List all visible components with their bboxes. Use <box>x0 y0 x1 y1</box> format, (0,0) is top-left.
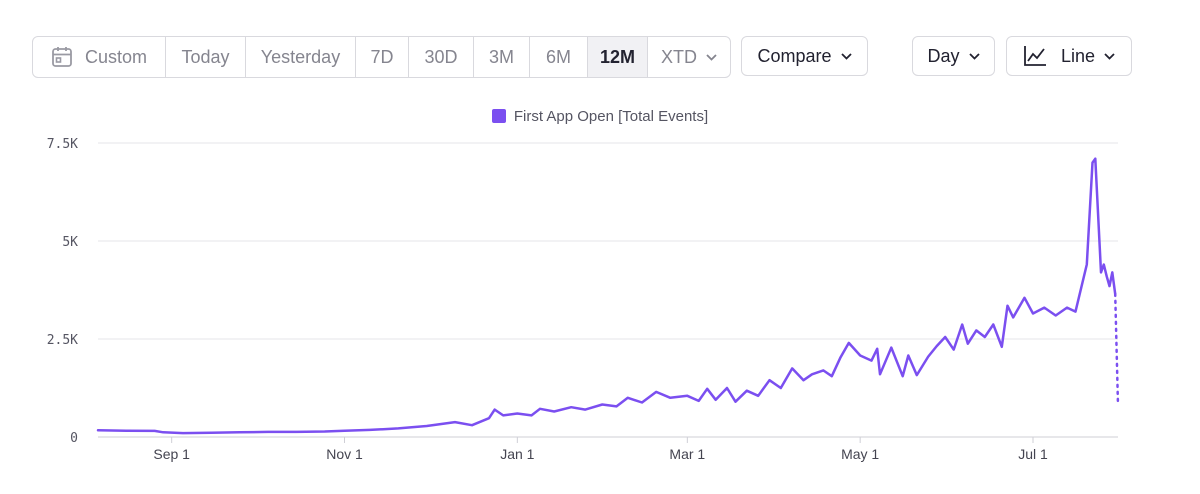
y-tick-label: 2.5K <box>47 333 78 348</box>
range-today-label: Today <box>181 46 230 67</box>
toolbar: Custom Today Yesterday 7D 30D 3M 6M 12M … <box>32 36 1132 78</box>
chevron-down-icon <box>1104 52 1115 60</box>
range-today-button[interactable]: Today <box>166 37 246 77</box>
range-7d-label: 7D <box>370 46 394 67</box>
chart-legend: First App Open [Total Events] <box>0 108 1200 125</box>
range-custom-button[interactable]: Custom <box>33 37 166 77</box>
granularity-dropdown[interactable]: Day <box>912 36 995 76</box>
x-tick-label: Mar 1 <box>669 446 705 462</box>
chevron-down-icon <box>706 53 717 61</box>
range-7d-button[interactable]: 7D <box>356 37 409 77</box>
series-incomplete-line <box>1113 292 1120 407</box>
chevron-down-icon <box>840 52 852 60</box>
x-tick-label: Sep 1 <box>153 446 190 462</box>
date-range-selector: Custom Today Yesterday 7D 30D 3M 6M 12M … <box>32 36 731 78</box>
legend-swatch[interactable] <box>491 109 506 123</box>
chevron-down-icon <box>968 52 980 60</box>
range-3m-button[interactable]: 3M <box>474 37 530 77</box>
range-yesterday-button[interactable]: Yesterday <box>246 37 356 77</box>
chart-type-dropdown[interactable]: Line <box>1006 36 1132 76</box>
range-6m-label: 6M <box>545 46 571 67</box>
compare-dropdown[interactable]: Compare <box>741 36 868 76</box>
series-line <box>96 157 1117 435</box>
x-tick-label: May 1 <box>841 446 879 462</box>
range-xtd-dropdown[interactable]: XTD <box>648 37 730 77</box>
x-tick-label: Jan 1 <box>500 446 534 462</box>
legend-series-label[interactable]: First App Open [Total Events] <box>513 108 709 125</box>
compare-label: Compare <box>757 45 832 66</box>
range-3m-label: 3M <box>488 46 514 67</box>
granularity-label: Day <box>927 45 960 66</box>
line-chart-icon <box>1023 45 1047 67</box>
range-12m-label: 12M <box>599 46 635 67</box>
range-12m-button[interactable]: 12M <box>588 37 648 77</box>
x-tick-label: Nov 1 <box>326 446 363 462</box>
calendar-icon <box>51 46 73 68</box>
y-tick-label: 0 <box>70 431 78 446</box>
range-30d-label: 30D <box>424 46 458 67</box>
range-custom-label: Custom <box>84 46 147 67</box>
y-tick-label: 5K <box>62 235 78 250</box>
range-30d-button[interactable]: 30D <box>409 37 474 77</box>
x-tick-label: Jul 1 <box>1018 446 1048 462</box>
chart-type-label: Line <box>1060 45 1096 66</box>
range-yesterday-label: Yesterday <box>260 46 341 67</box>
y-tick-label: 7.5K <box>47 137 78 152</box>
range-xtd-label: XTD <box>661 46 697 67</box>
range-6m-button[interactable]: 6M <box>530 37 588 77</box>
